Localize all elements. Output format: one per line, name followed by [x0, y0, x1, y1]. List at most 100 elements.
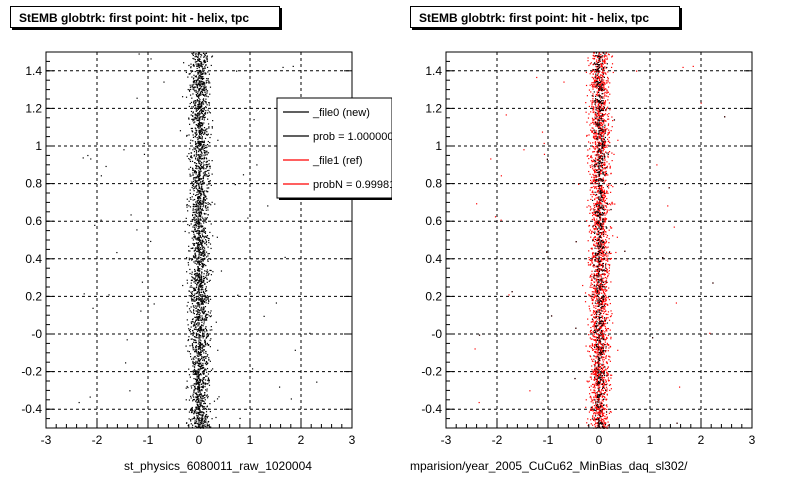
- data-point: [599, 380, 601, 382]
- data-point: [605, 299, 607, 301]
- data-point: [608, 163, 610, 165]
- data-point: [594, 378, 596, 380]
- data-point: [592, 88, 594, 90]
- data-point: [199, 380, 201, 382]
- data-point: [209, 180, 211, 182]
- data-point: [203, 352, 205, 354]
- data-point: [200, 281, 202, 283]
- data-point: [595, 413, 597, 415]
- data-point: [607, 155, 609, 157]
- data-point: [198, 93, 200, 95]
- data-point: [605, 218, 608, 220]
- data-point: [196, 263, 198, 265]
- data-point: [193, 169, 195, 171]
- data-point: [596, 329, 598, 331]
- data-point: [605, 290, 607, 292]
- data-point: [592, 145, 594, 148]
- data-point: [209, 243, 212, 245]
- data-point: [198, 412, 200, 414]
- data-point: [600, 257, 602, 259]
- data-point: [196, 307, 198, 309]
- data-point: [198, 172, 200, 174]
- data-point: [596, 146, 598, 148]
- data-point: [594, 361, 597, 363]
- data-point: [598, 408, 600, 410]
- data-point: [601, 154, 603, 157]
- data-point: [195, 226, 197, 228]
- data-point: [236, 70, 238, 72]
- data-point: [206, 112, 209, 114]
- data-point: [595, 260, 598, 262]
- data-point: [205, 316, 207, 318]
- data-point: [598, 386, 600, 388]
- data-point: [188, 89, 191, 91]
- data-point: [199, 109, 202, 111]
- data-point: [611, 313, 613, 315]
- data-point: [605, 334, 607, 336]
- data-point: [100, 175, 102, 177]
- data-point: [198, 245, 200, 247]
- data-point: [598, 291, 600, 293]
- data-point: [198, 288, 200, 290]
- data-point: [209, 86, 212, 88]
- data-point: [602, 337, 604, 339]
- data-point: [201, 235, 204, 237]
- data-point: [201, 380, 204, 382]
- data-point: [476, 203, 478, 205]
- data-point: [197, 301, 200, 304]
- data-point: [200, 151, 202, 153]
- data-point: [600, 127, 602, 129]
- data-point: [200, 137, 202, 139]
- data-point: [202, 350, 204, 352]
- data-point: [199, 94, 201, 96]
- data-point: [204, 95, 206, 97]
- data-point: [209, 112, 212, 114]
- data-point: [200, 383, 202, 385]
- data-point: [188, 134, 190, 136]
- data-point: [603, 164, 605, 167]
- data-point: [193, 74, 195, 76]
- data-point: [199, 144, 202, 146]
- data-point: [596, 408, 598, 410]
- data-point: [199, 348, 201, 350]
- data-point: [600, 81, 602, 83]
- data-point: [199, 368, 201, 371]
- data-point: [203, 114, 205, 117]
- data-point: [201, 190, 203, 192]
- data-point: [197, 391, 199, 393]
- data-point: [195, 357, 197, 359]
- data-point: [597, 89, 600, 91]
- data-point: [196, 239, 198, 241]
- data-point: [203, 298, 205, 300]
- data-point: [205, 168, 207, 170]
- data-point: [192, 88, 194, 90]
- data-point: [597, 110, 599, 113]
- data-point: [203, 345, 205, 347]
- data-point: [202, 99, 204, 101]
- data-point: [604, 168, 607, 170]
- data-point: [592, 296, 594, 298]
- data-point: [211, 55, 214, 57]
- data-point: [193, 399, 195, 401]
- data-point: [607, 144, 609, 146]
- data-point: [201, 400, 204, 402]
- data-point: [193, 339, 196, 341]
- data-point: [189, 310, 191, 312]
- data-point: [201, 281, 203, 284]
- data-point: [200, 354, 202, 356]
- data-point: [596, 115, 598, 117]
- data-point: [196, 354, 198, 356]
- data-point: [163, 81, 165, 83]
- x-tick-label: 1: [247, 433, 254, 447]
- data-point: [586, 95, 588, 97]
- data-point: [187, 350, 189, 352]
- data-point: [606, 209, 608, 211]
- data-point: [198, 202, 200, 204]
- data-point: [593, 417, 596, 419]
- data-point: [191, 358, 193, 360]
- data-point: [198, 240, 201, 242]
- data-point: [198, 319, 200, 321]
- data-point: [611, 201, 613, 203]
- data-point: [187, 386, 189, 389]
- data-point: [203, 323, 205, 325]
